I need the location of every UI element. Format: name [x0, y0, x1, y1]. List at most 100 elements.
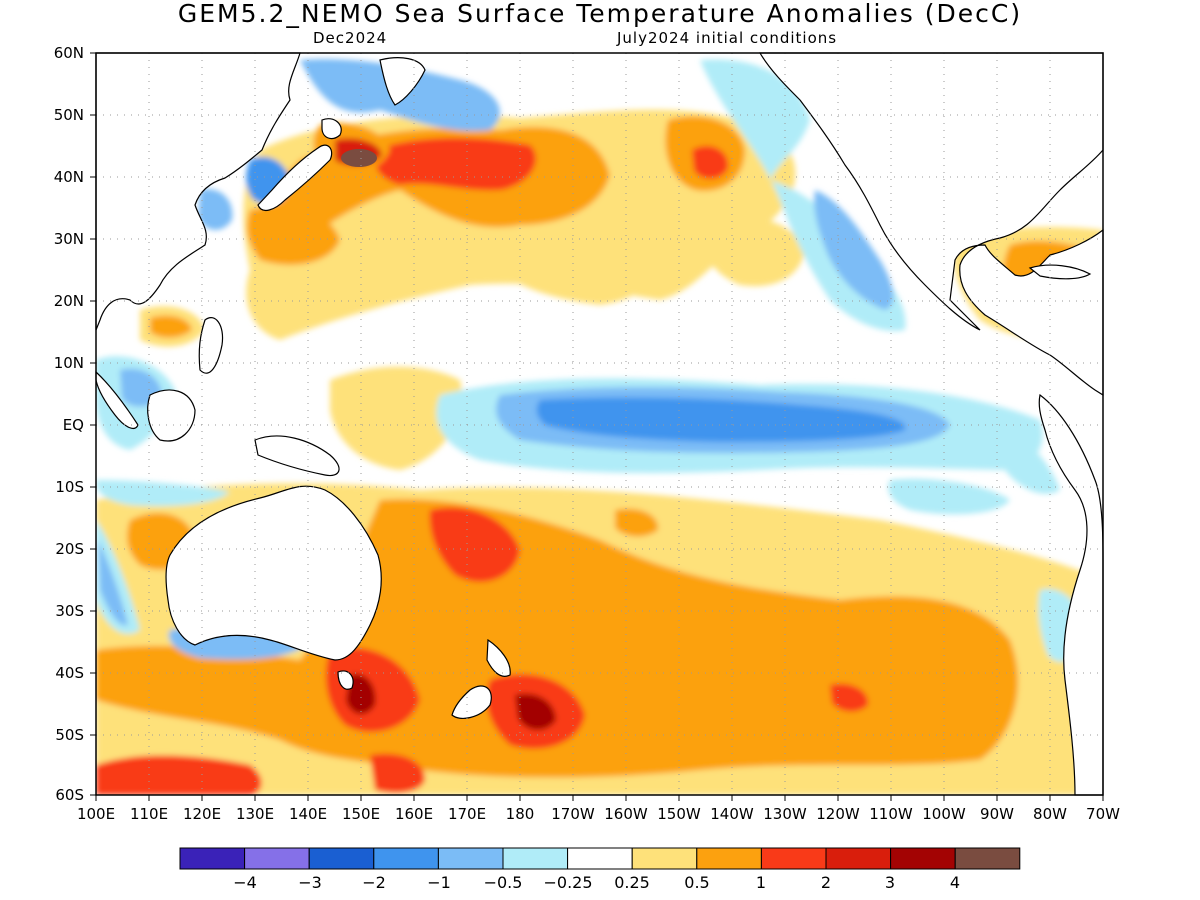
warm-anomaly-region — [515, 693, 556, 730]
chart-title: GEM5.2_NEMO Sea Surface Temperature Anom… — [177, 0, 1023, 28]
colorbar-swatch — [308, 847, 375, 870]
lon-label: 150W — [657, 805, 701, 823]
lat-label: 10S — [55, 478, 84, 496]
lon-label: 130E — [235, 805, 275, 823]
lat-label: 20S — [55, 540, 84, 558]
lon-label: 90W — [980, 805, 1014, 823]
colorbar-label: −3 — [298, 873, 322, 892]
lon-label: 100W — [922, 805, 966, 823]
max-anomaly-spot — [341, 149, 377, 167]
lon-label: 120W — [816, 805, 860, 823]
colorbar — [179, 847, 1021, 870]
colorbar-swatch — [373, 847, 439, 870]
tasmania — [337, 670, 354, 690]
lon-label: 180 — [505, 805, 535, 823]
colorbar-swatch — [890, 847, 956, 870]
forecast-month: Dec2024 — [313, 29, 388, 47]
south-america — [1038, 393, 1104, 796]
lat-label: 60S — [55, 786, 84, 804]
borneo — [147, 389, 196, 442]
kamchatka — [379, 57, 426, 106]
cuba — [1028, 264, 1092, 280]
lat-label: 30N — [53, 230, 84, 248]
lon-label: 110W — [869, 805, 913, 823]
colorbar-label: 0.25 — [614, 873, 650, 892]
lat-label: 40N — [53, 168, 84, 186]
colorbar-label: −1 — [427, 873, 451, 892]
lat-label: 40S — [55, 664, 84, 682]
asia-mainland — [95, 52, 301, 331]
lon-label: 100E — [76, 805, 116, 823]
north-america — [758, 52, 1104, 397]
colorbar-label: 1 — [755, 873, 767, 892]
warm-anomaly-region — [692, 146, 729, 179]
colorbar-label: −2 — [362, 873, 386, 892]
initial-conditions: July2024 initial conditions — [617, 29, 838, 47]
cold-anomaly-region — [98, 540, 128, 626]
lon-label: 160E — [394, 805, 434, 823]
lat-label: 50N — [53, 106, 84, 124]
warm-anomaly-region — [370, 753, 425, 793]
grid-lines — [96, 53, 1103, 795]
warm-anomaly-region — [500, 244, 648, 305]
lat-label: EQ — [62, 416, 84, 434]
warm-anomaly-region — [150, 315, 192, 338]
lat-label: 10N — [53, 354, 84, 372]
japan — [257, 144, 333, 212]
warm-anomaly-region — [375, 137, 536, 191]
warm-anomaly-region — [96, 755, 262, 795]
colorbar-swatch — [244, 847, 310, 870]
colorbar-label: −4 — [233, 873, 257, 892]
lat-label: 50S — [55, 726, 84, 744]
lat-label: 30S — [55, 602, 84, 620]
lat-label: 60N — [53, 44, 84, 62]
warm-anomaly-region — [247, 206, 340, 265]
plot-frame — [95, 52, 1104, 796]
cold-anomaly-region — [814, 190, 894, 310]
lon-label: 110E — [129, 805, 169, 823]
new-zealand-north — [486, 638, 511, 677]
australia — [165, 485, 382, 661]
colorbar-swatch — [179, 847, 246, 870]
lon-label: 140E — [288, 805, 328, 823]
landmasses — [95, 52, 1104, 796]
colorbar-swatch — [696, 847, 762, 870]
lon-label: 70W — [1086, 805, 1120, 823]
colorbar-label: −0.5 — [483, 873, 523, 892]
cold-anomaly-region — [96, 480, 230, 507]
colorbar-label: 2 — [820, 873, 832, 892]
lon-label: 170W — [551, 805, 595, 823]
warm-anomaly-region — [330, 366, 462, 470]
lon-label: 120E — [182, 805, 222, 823]
lon-label: 170E — [447, 805, 487, 823]
axis-ticks — [90, 52, 1104, 801]
new-zealand-south — [451, 685, 492, 719]
cold-anomaly-region — [198, 189, 233, 230]
lon-label: 150E — [341, 805, 381, 823]
lat-label: 20N — [53, 292, 84, 310]
cold-anomaly-region — [888, 478, 1010, 515]
hokkaido — [321, 118, 342, 140]
warm-anomaly-region — [700, 218, 805, 287]
colorbar-swatch — [631, 847, 698, 870]
colorbar-label: 4 — [949, 873, 961, 892]
colorbar-label: −0.25 — [543, 873, 593, 892]
lon-label: 130W — [763, 805, 807, 823]
colorbar-swatch — [502, 847, 569, 870]
colorbar-label: 3 — [884, 873, 896, 892]
warm-anomaly-region — [830, 683, 869, 712]
warm-anomaly-region — [429, 507, 520, 582]
philippines — [198, 317, 224, 374]
lon-label: 80W — [1033, 805, 1067, 823]
sumatra — [95, 370, 139, 429]
lon-label: 160W — [604, 805, 648, 823]
cold-anomaly-region — [536, 397, 906, 442]
colorbar-swatch — [437, 847, 504, 870]
colorbar-label: 0.5 — [684, 873, 710, 892]
colorbar-swatch — [825, 847, 892, 870]
colorbar-swatch — [954, 847, 1021, 870]
colorbar-swatch — [567, 847, 633, 870]
cold-anomaly-region — [988, 420, 1060, 494]
new-guinea — [254, 435, 340, 477]
